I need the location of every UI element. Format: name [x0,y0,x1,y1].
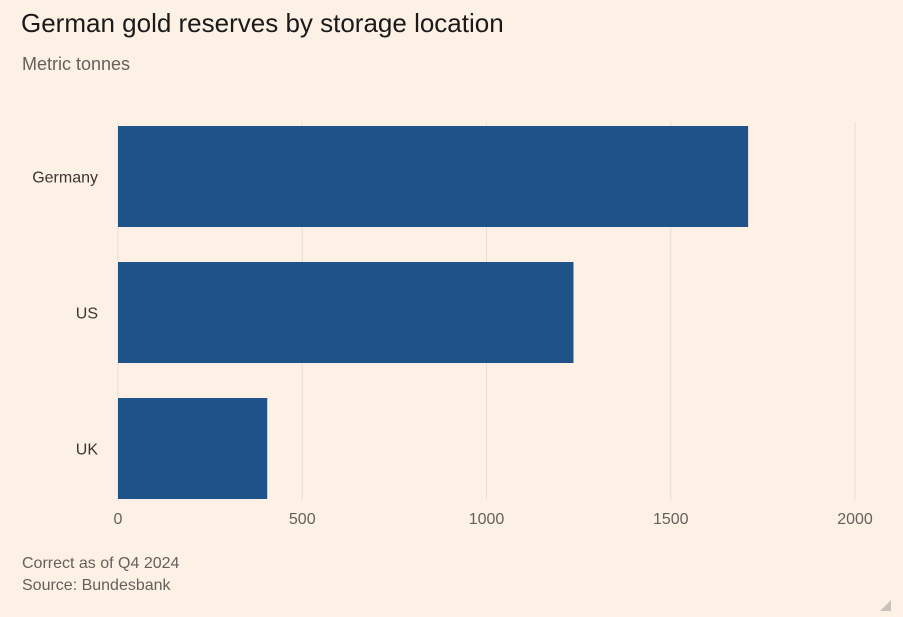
chart-note: Correct as of Q4 2024 [22,555,180,572]
category-label: UK [76,442,99,459]
bar-germany [118,126,749,227]
x-tick-label: 500 [289,511,316,528]
category-label: Germany [32,170,98,187]
resize-grip-icon[interactable] [880,600,891,611]
bars [118,126,749,499]
x-tick-label: 1500 [653,511,689,528]
chart-source: Source: Bundesbank [22,577,171,594]
chart-title: German gold reserves by storage location [21,8,504,38]
x-tick-label: 2000 [837,511,873,528]
x-tick-labels: 0 500 1000 1500 2000 [114,511,873,528]
bar-uk [118,398,268,499]
x-tick-label: 0 [114,511,123,528]
bar-us [118,262,574,363]
category-labels: Germany US UK [32,170,98,459]
category-label: US [76,306,98,323]
chart-subtitle: Metric tonnes [22,54,131,74]
x-tick-label: 1000 [469,511,505,528]
